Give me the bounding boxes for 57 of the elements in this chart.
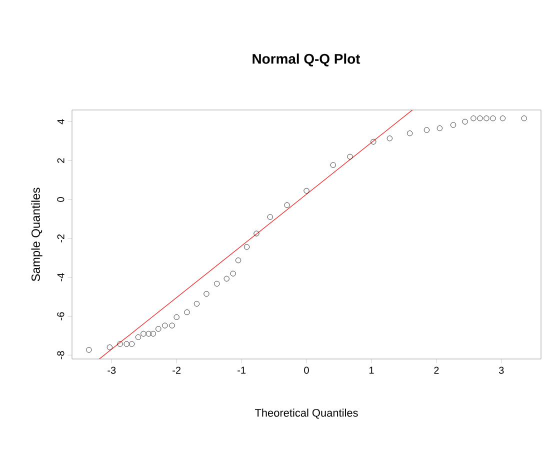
point (194, 300, 200, 307)
point (174, 314, 180, 320)
point (424, 127, 430, 133)
point (267, 214, 273, 220)
x-tick-label: 0 (304, 366, 309, 374)
point (224, 276, 230, 282)
x-axis-title: Theoretical Quantiles (254, 408, 358, 419)
chart-title: Normal Q-Q Plot (252, 54, 360, 66)
x-tick-label: 1 (369, 366, 374, 374)
point (436, 125, 442, 132)
point (450, 122, 456, 128)
x-tick-label: -2 (172, 366, 181, 374)
x-tick-label: 2 (434, 366, 439, 374)
point (135, 334, 142, 340)
x-tick-label: 3 (498, 366, 504, 374)
y-tick-label: 0 (57, 197, 64, 202)
point (490, 116, 496, 122)
point (477, 116, 483, 122)
y-tick-label: 2 (57, 158, 64, 163)
y-axis-title: Sample Quantiles (31, 188, 42, 282)
point (304, 188, 310, 194)
point (86, 347, 92, 353)
point (162, 322, 168, 328)
point (407, 130, 413, 136)
point (117, 341, 123, 347)
point (128, 341, 135, 347)
point (347, 154, 353, 160)
x-tick-label: -3 (108, 366, 116, 374)
point (244, 244, 250, 250)
point (184, 310, 190, 316)
point (230, 270, 236, 276)
point (150, 330, 156, 336)
point (470, 116, 476, 122)
point (330, 162, 336, 168)
x-tick-label: -1 (238, 366, 246, 374)
y-tick-label: 4 (57, 119, 64, 124)
point (484, 116, 490, 122)
point (236, 258, 242, 264)
point (254, 230, 260, 236)
point (156, 326, 162, 332)
y-tick-label: -8 (57, 351, 64, 360)
point (140, 330, 146, 336)
point (214, 280, 220, 286)
point (386, 136, 392, 142)
y-tick-label: -2 (57, 234, 64, 242)
y-tick-label: -4 (57, 273, 64, 282)
point (204, 291, 210, 297)
y-tick-label: -6 (57, 312, 64, 320)
point (124, 341, 130, 347)
point (146, 330, 152, 336)
point (462, 118, 468, 124)
point (521, 116, 527, 122)
point (370, 138, 376, 144)
point (106, 344, 112, 350)
point (169, 322, 175, 328)
point (500, 116, 506, 122)
point (284, 202, 290, 208)
